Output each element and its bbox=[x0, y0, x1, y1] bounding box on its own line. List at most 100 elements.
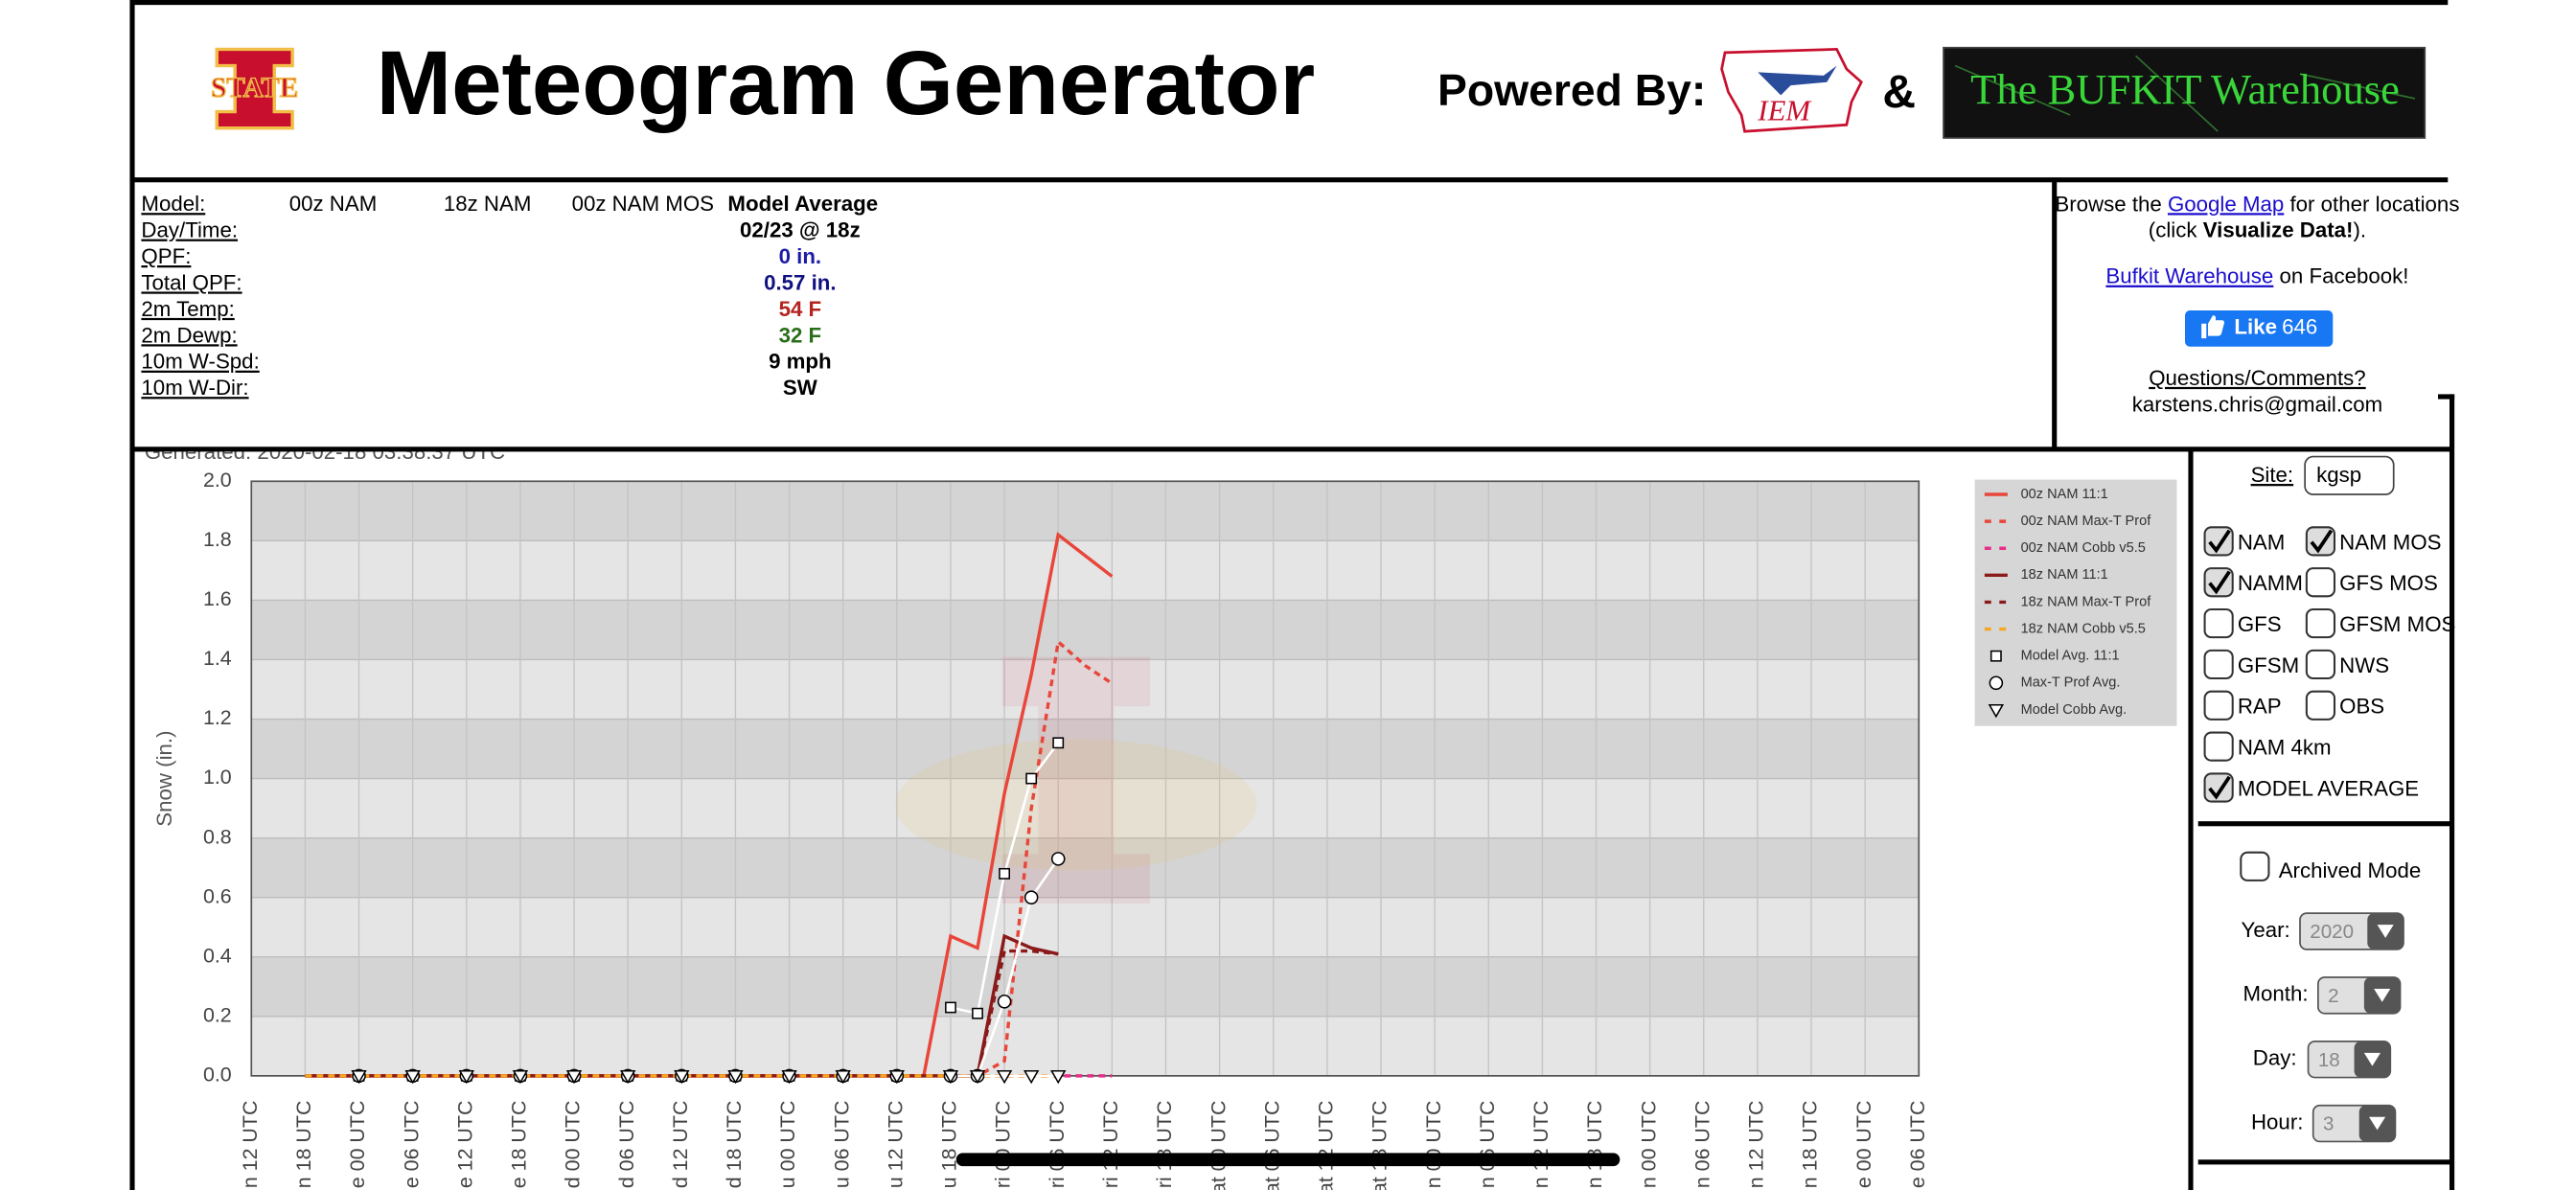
y-tick-label: 0.6 bbox=[203, 884, 232, 907]
checkbox[interactable] bbox=[2203, 607, 2234, 639]
grid-band bbox=[251, 778, 1920, 838]
model-average-value: 0.57 in. bbox=[764, 270, 837, 294]
watermark bbox=[895, 739, 1257, 871]
x-tick-label: u 06 UTC bbox=[830, 1101, 853, 1189]
checkbox-label: OBS bbox=[2339, 695, 2384, 719]
point bbox=[969, 1069, 986, 1085]
bufkit-link[interactable]: Bufkit Warehouse bbox=[2105, 264, 2273, 288]
select-value: 2020 bbox=[2310, 921, 2354, 943]
border bbox=[129, 0, 135, 1190]
checkbox-label: NAMM bbox=[2238, 571, 2303, 595]
legend-label: 18z NAM Cobb v5.5 bbox=[2021, 621, 2146, 636]
checkbox-label: RAP bbox=[2238, 695, 2282, 719]
x-tick-label: at 18 UTC bbox=[1368, 1101, 1392, 1190]
checkbox-label: GFS MOS bbox=[2339, 571, 2438, 595]
info-label: 10m W-Dir: bbox=[141, 376, 248, 400]
info-label: Day/Time: bbox=[141, 218, 238, 242]
point bbox=[999, 867, 1011, 880]
point bbox=[888, 1069, 906, 1085]
y-tick-label: 1.0 bbox=[203, 766, 232, 789]
checkbox[interactable] bbox=[2305, 690, 2336, 721]
iem-logo-text: IEM bbox=[1757, 94, 1812, 126]
checkbox[interactable] bbox=[2203, 690, 2234, 721]
checkbox-label: NAM MOS bbox=[2339, 530, 2441, 554]
checkmark bbox=[2208, 775, 2231, 800]
text: on Facebook! bbox=[2280, 264, 2409, 288]
x-tick-label: n 00 UTC bbox=[1422, 1101, 1445, 1189]
point bbox=[458, 1069, 474, 1085]
model-column: Model Average bbox=[727, 192, 878, 216]
page-title: Meteogram Generator bbox=[377, 33, 1316, 133]
point bbox=[997, 995, 1012, 1009]
x-tick-label: ri 00 UTC bbox=[992, 1101, 1015, 1189]
site-value: kgsp bbox=[2316, 463, 2361, 487]
checkbox[interactable] bbox=[2305, 607, 2336, 639]
grid-band bbox=[251, 600, 1920, 660]
x-tick-label: at 06 UTC bbox=[1260, 1101, 1283, 1190]
grid-band bbox=[251, 837, 1920, 898]
site-input[interactable] bbox=[2304, 455, 2395, 495]
point bbox=[620, 1069, 636, 1085]
border bbox=[2438, 394, 2455, 400]
x-tick-label: n 12 UTC bbox=[1745, 1101, 1768, 1189]
isu-logo bbox=[215, 47, 294, 130]
x-tick-label: n 18 UTC bbox=[1583, 1101, 1606, 1189]
y-tick-label: 1.4 bbox=[203, 647, 232, 670]
model-average-value: SW bbox=[783, 376, 817, 400]
y-tick-label: 0.2 bbox=[203, 1003, 232, 1026]
like-button[interactable] bbox=[2185, 310, 2334, 347]
info-label: Model: bbox=[141, 192, 205, 216]
checkbox[interactable] bbox=[2203, 649, 2234, 680]
ampersand: & bbox=[1882, 67, 1916, 118]
grid-band bbox=[251, 540, 1920, 601]
isu-logo-text: STATE bbox=[211, 73, 298, 103]
panels: STATE Meteogram Generator Powered By: IE… bbox=[129, 0, 2459, 1190]
checkbox[interactable] bbox=[2203, 731, 2234, 762]
select-arrow bbox=[2369, 1116, 2386, 1131]
point bbox=[727, 1069, 744, 1085]
field-label: Month: bbox=[2242, 982, 2308, 1006]
google-map-link[interactable]: Google Map bbox=[2168, 192, 2284, 216]
checkbox[interactable] bbox=[2240, 851, 2270, 881]
checkbox-label: GFSM MOS bbox=[2339, 612, 2455, 636]
questions-link[interactable]: Questions/Comments? bbox=[2149, 366, 2365, 390]
browse-text: Browse the Google Map for other location… bbox=[2055, 192, 2459, 216]
controls: NAM NAM MOS NAMM GFS MOS GFS GFSM MOS GFSM NWS R… bbox=[2203, 526, 2455, 1143]
x-tick-label: at 12 UTC bbox=[1315, 1101, 1338, 1190]
x-tick-label: e 06 UTC bbox=[1906, 1101, 1929, 1189]
legend-label: 00z NAM Cobb v5.5 bbox=[2021, 540, 2146, 556]
legend-label: 00z NAM Max-T Prof bbox=[2021, 514, 2152, 529]
x-tick-label: n 06 UTC bbox=[1476, 1101, 1499, 1189]
legend-swatch bbox=[1988, 704, 2005, 719]
model-column: 18z NAM bbox=[444, 192, 532, 216]
point bbox=[972, 1007, 983, 1019]
info-label: QPF: bbox=[141, 244, 191, 268]
like-label: Like bbox=[2234, 315, 2277, 339]
meteogram: Generated: 2020-02-18 03:38:37 UTC0.00.2… bbox=[145, 440, 2177, 1190]
legend-label: Model Cobb Avg. bbox=[2021, 702, 2128, 718]
like-count: 646 bbox=[2282, 315, 2317, 339]
info-label: 2m Dewp: bbox=[141, 323, 237, 347]
point bbox=[1024, 890, 1039, 904]
grid-band bbox=[251, 956, 1920, 1017]
point bbox=[1023, 1069, 1040, 1085]
point bbox=[674, 1069, 690, 1085]
checkbox[interactable] bbox=[2305, 567, 2336, 598]
x-tick-label: n 18 UTC bbox=[292, 1101, 315, 1189]
checkmark bbox=[2310, 529, 2334, 554]
checkmark bbox=[2208, 570, 2231, 595]
grid-band bbox=[251, 1016, 1920, 1076]
select-arrow bbox=[2374, 989, 2391, 1002]
point bbox=[945, 1001, 956, 1014]
point bbox=[1025, 772, 1038, 785]
info-label: Total QPF: bbox=[141, 270, 242, 294]
legend-label: 00z NAM 11:1 bbox=[2021, 487, 2108, 502]
grid-band bbox=[251, 659, 1920, 720]
x-tick-label: n 12 UTC bbox=[239, 1101, 262, 1189]
checkbox[interactable] bbox=[2305, 649, 2336, 680]
archived-label: Archived Mode bbox=[2279, 858, 2422, 882]
iem-plane bbox=[1758, 65, 1837, 96]
checkbox-label: NAM 4km bbox=[2238, 736, 2332, 760]
field-label: Day: bbox=[2253, 1046, 2297, 1070]
text: (click bbox=[2149, 218, 2198, 242]
